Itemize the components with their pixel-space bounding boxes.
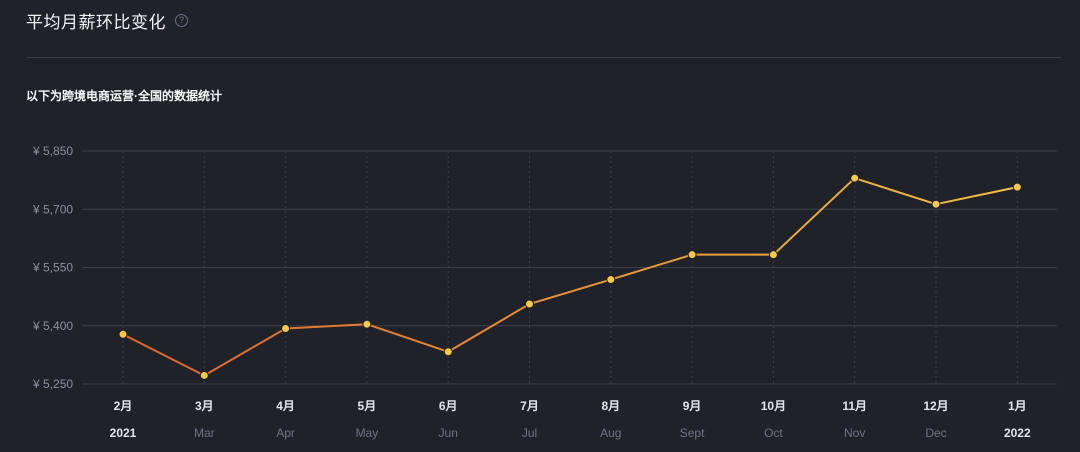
x-tick-sublabel: 2022 xyxy=(1004,426,1031,440)
x-tick-label: 3月 xyxy=(195,399,214,413)
header-divider xyxy=(26,57,1061,58)
y-tick-label: ¥ 5,550 xyxy=(32,261,73,275)
data-point[interactable] xyxy=(362,319,372,329)
grid-layer xyxy=(82,150,1057,385)
y-axis-labels: ¥ 5,250 ¥ 5,400 ¥ 5,550 ¥ 5,700 ¥ 5,850 xyxy=(32,144,73,391)
data-point[interactable] xyxy=(931,199,941,209)
y-tick-label: ¥ 5,250 xyxy=(32,377,73,391)
data-point[interactable] xyxy=(443,347,453,357)
data-point[interactable] xyxy=(768,250,778,260)
x-tick-label: 6月 xyxy=(439,399,458,413)
vertical-grid-layer xyxy=(122,151,1018,384)
x-tick-sublabel: Sept xyxy=(680,426,705,440)
x-tick-sublabel: Apr xyxy=(276,426,295,440)
x-tick-label: 4月 xyxy=(276,399,295,413)
y-tick-label: ¥ 5,850 xyxy=(32,144,73,158)
y-tick-label: ¥ 5,700 xyxy=(32,202,73,216)
x-tick-label: 1月 xyxy=(1008,399,1027,413)
x-axis-labels: 2月 2021 3月 Mar 4月 Apr 5月 May 6月 Jun 7月 Jul 8月 Aug 9月 Se… xyxy=(110,399,1031,440)
x-tick-sublabel: 2021 xyxy=(110,426,137,440)
series-line xyxy=(122,177,1018,377)
x-tick-label: 9月 xyxy=(683,399,702,413)
x-tick-sublabel: Oct xyxy=(764,426,783,440)
data-point[interactable] xyxy=(850,173,860,183)
x-tick-sublabel: Dec xyxy=(925,426,946,440)
x-tick-label: 8月 xyxy=(601,399,620,413)
x-tick-label: 11月 xyxy=(842,399,867,413)
x-tick-sublabel: Jul xyxy=(522,426,537,440)
y-tick-label: ¥ 5,400 xyxy=(32,319,73,333)
help-icon[interactable]: ? xyxy=(175,14,188,27)
x-tick-sublabel: May xyxy=(356,426,379,440)
x-tick-label: 2月 xyxy=(114,399,133,413)
chart-header: 平均月薪环比变化 ? xyxy=(26,8,188,33)
series-point-layer xyxy=(118,173,1022,380)
data-point[interactable] xyxy=(525,299,534,309)
x-tick-sublabel: Aug xyxy=(600,426,621,440)
data-point[interactable] xyxy=(1012,182,1022,192)
series-line-layer xyxy=(122,177,1018,377)
chart-subtitle: 以下为跨境电商运营·全国的数据统计 xyxy=(26,89,222,103)
x-tick-label: 10月 xyxy=(761,399,786,413)
x-tick-label: 7月 xyxy=(520,399,539,413)
data-point[interactable] xyxy=(281,323,291,333)
data-point[interactable] xyxy=(118,329,128,339)
x-tick-sublabel: Nov xyxy=(844,426,865,440)
chart-title: 平均月薪环比变化 xyxy=(26,13,166,32)
data-point[interactable] xyxy=(606,275,616,285)
data-point[interactable] xyxy=(199,370,209,380)
x-tick-sublabel: Jun xyxy=(439,426,458,440)
data-point[interactable] xyxy=(687,250,697,260)
x-tick-sublabel: Mar xyxy=(194,426,215,440)
x-tick-label: 5月 xyxy=(358,399,377,413)
x-tick-label: 12月 xyxy=(923,399,948,413)
